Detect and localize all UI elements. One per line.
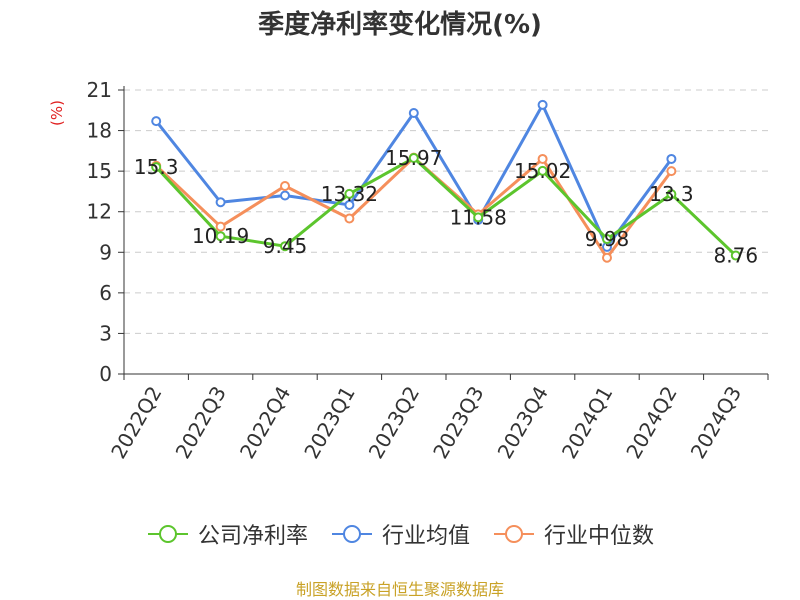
data-label: 9.98 — [585, 227, 630, 251]
x-tick-label: 2023Q4 — [493, 382, 553, 463]
data-label: 8.76 — [714, 244, 759, 268]
data-point — [537, 153, 548, 164]
data-point — [215, 231, 226, 242]
data-point — [151, 116, 162, 127]
data-label: 13.3 — [649, 182, 694, 206]
legend-item-industry-median[interactable]: 行业中位数 — [492, 518, 654, 550]
data-label: 11.58 — [450, 205, 507, 229]
data-point — [730, 250, 741, 261]
data-point — [215, 221, 226, 232]
data-point — [344, 213, 355, 224]
legend-line-circle-icon — [494, 525, 534, 543]
legend: 公司净利率 行业均值 行业中位数 — [0, 518, 800, 550]
x-tick-label: 2022Q4 — [235, 382, 295, 463]
x-tick-label: 2024Q2 — [621, 382, 681, 463]
data-point — [280, 241, 290, 252]
y-tick-label: 12 — [87, 200, 112, 224]
data-point — [408, 107, 419, 118]
data-label: 15.3 — [134, 155, 179, 179]
legend-line-circle-icon — [331, 525, 372, 543]
data-label: 15.97 — [385, 146, 442, 170]
data-label: 10.19 — [192, 224, 249, 248]
data-point — [666, 166, 677, 177]
data-point — [215, 197, 226, 208]
x-tick-label: 2023Q3 — [428, 382, 488, 463]
y-tick-label: 9 — [99, 240, 112, 264]
x-tick-label: 2024Q3 — [686, 382, 746, 463]
chart-title: 季度净利率变化情况(%) — [258, 10, 542, 40]
data-point — [344, 199, 355, 210]
data-point — [602, 234, 612, 245]
data-point — [537, 99, 548, 110]
grid-lines — [124, 89, 768, 334]
series-layer — [151, 99, 741, 263]
data-label: 15.02 — [514, 159, 571, 183]
data-labels: 15.3 10.19 9.45 13.32 15.97 11.58 15.02 9.98 13.… — [134, 146, 758, 268]
data-point — [666, 153, 677, 164]
legend-item-industry-avg[interactable]: 行业均值 — [330, 518, 470, 550]
y-tick-label: 18 — [87, 119, 112, 143]
legend-line-circle-icon — [147, 525, 188, 543]
y-tick-label: 21 — [87, 78, 112, 102]
data-point — [537, 165, 548, 176]
data-point — [280, 181, 290, 192]
y-tick-label: 0 — [99, 362, 112, 386]
data-label: 13.32 — [321, 182, 378, 206]
x-tick-label: 2024Q1 — [557, 382, 617, 463]
data-point — [473, 212, 484, 223]
source-note: 制图数据来自恒生聚源数据库 — [295, 580, 504, 599]
legend-label: 行业中位数 — [544, 524, 655, 549]
data-point — [408, 153, 419, 164]
series-line-0 — [155, 156, 737, 257]
x-tick-label: 2022Q3 — [171, 382, 231, 463]
data-point — [280, 190, 290, 201]
legend-label: 公司净利率 — [197, 524, 308, 549]
legend-label: 行业均值 — [381, 524, 470, 549]
y-tick-label: 15 — [87, 159, 112, 183]
y-tick-label: 6 — [99, 281, 112, 305]
x-tick-label: 2022Q2 — [106, 382, 166, 463]
data-point — [344, 188, 355, 199]
x-tick-label: 2023Q2 — [364, 382, 424, 463]
data-point — [151, 162, 162, 173]
y-tick-label: 3 — [99, 321, 112, 345]
x-tick-label: 2023Q1 — [299, 382, 359, 463]
data-label: 9.45 — [263, 234, 308, 258]
data-point — [602, 252, 612, 263]
legend-item-company[interactable]: 公司净利率 — [146, 518, 308, 550]
data-point — [666, 189, 677, 200]
